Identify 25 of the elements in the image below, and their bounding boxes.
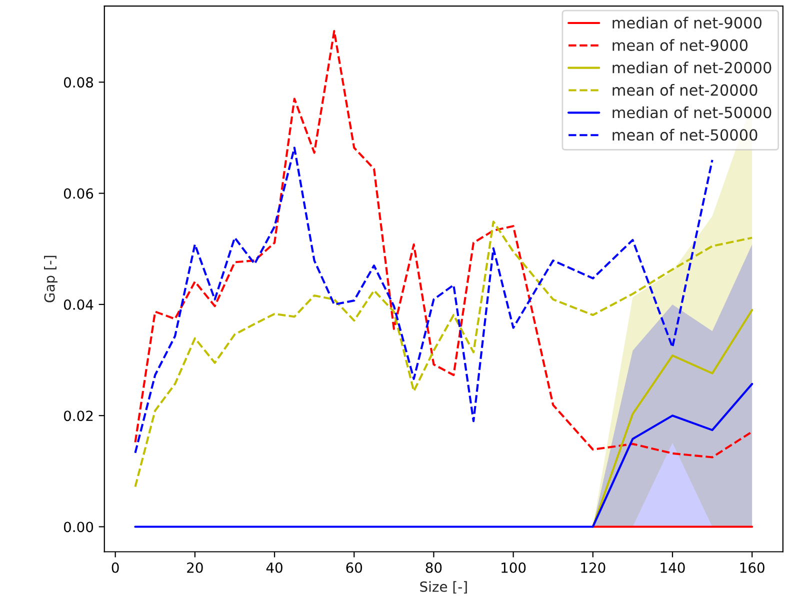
y-tick-label: 0.08 — [64, 77, 94, 88]
x-tick-label: 40 — [266, 562, 282, 573]
legend-label: mean of net-20000 — [612, 84, 758, 96]
x-tick-label: 140 — [660, 562, 685, 573]
x-tick-label: 120 — [581, 562, 606, 573]
legend-label: mean of net-50000 — [612, 128, 758, 141]
legend-label: median of net-9000 — [612, 16, 762, 29]
y-axis-title: Gap [-] — [44, 256, 58, 302]
x-tick-label: 0 — [112, 562, 119, 573]
line-series — [134, 220, 754, 488]
legend-label: median of net-50000 — [612, 106, 772, 118]
line-series — [134, 382, 754, 528]
legend-label: mean of net-9000 — [612, 39, 748, 51]
x-tick-label: 60 — [346, 562, 362, 573]
y-tick-label: 0.06 — [64, 188, 94, 199]
y-tick-label: 0.00 — [64, 522, 94, 532]
line-series — [134, 146, 714, 454]
x-tick-label: 80 — [426, 562, 442, 573]
x-axis-title: Size [-] — [420, 581, 467, 594]
legend-label: median of net-20000 — [612, 62, 772, 74]
x-tick-label: 160 — [740, 562, 764, 573]
y-tick-label: 0.04 — [64, 299, 94, 310]
y-tick-label: 0.02 — [64, 410, 93, 422]
x-tick-label: 100 — [502, 562, 526, 573]
x-tick-label: 20 — [187, 562, 203, 573]
